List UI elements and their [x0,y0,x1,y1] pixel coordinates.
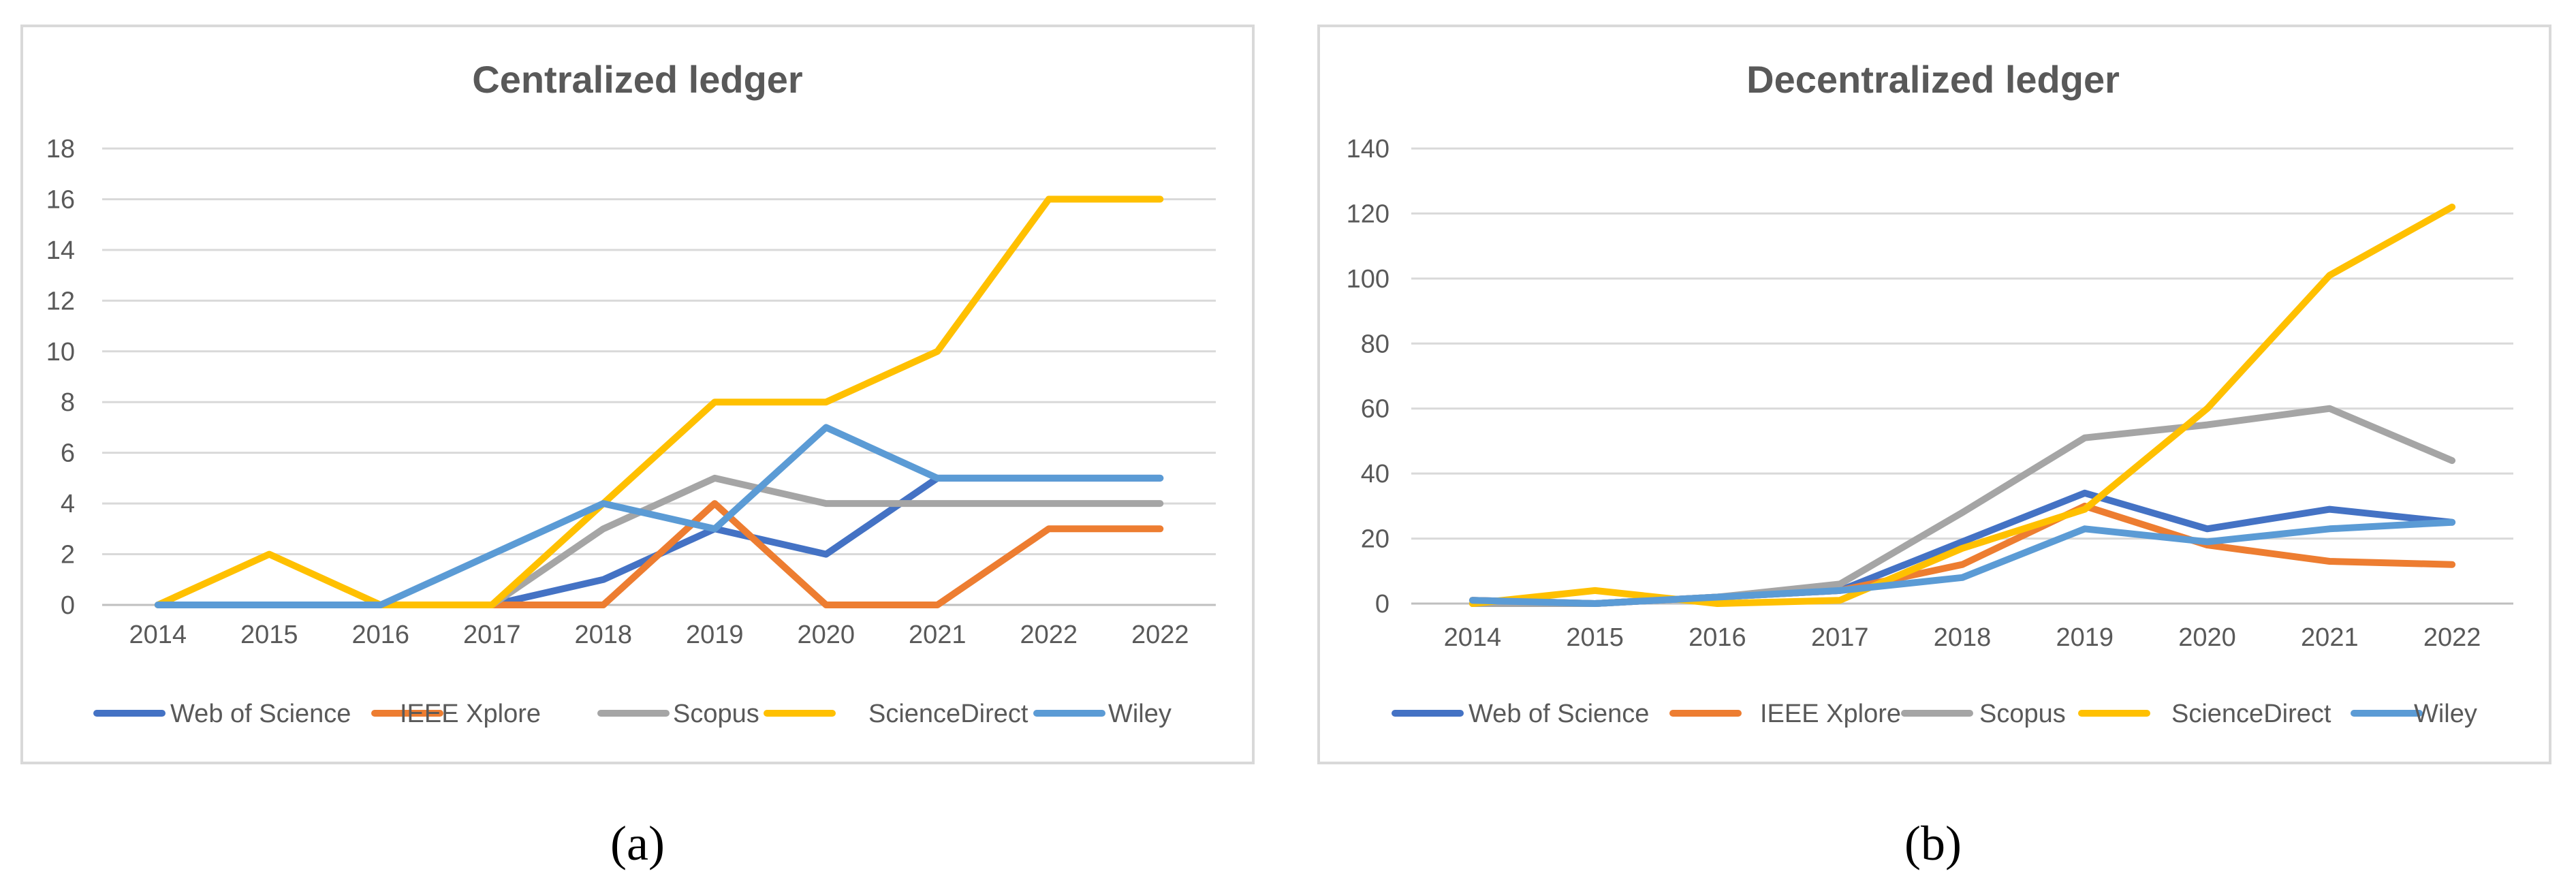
x-tick-label: 2017 [1811,623,1869,652]
y-tick-label: 80 [1361,330,1389,358]
x-axis-ticks: 2014 2015 2016 2017 2018 2019 2020 2021 2022 [1444,623,2481,652]
x-tick-label: 2022 [1131,621,1189,649]
x-tick-label: 2017 [463,621,521,649]
x-tick-label: 2020 [2178,623,2236,652]
y-tick-label: 60 [1361,395,1389,424]
y-tick-label: 100 [1347,265,1389,294]
legend-label: Wiley [2414,700,2477,728]
y-tick-label: 4 [61,490,75,518]
x-tick-label: 2018 [574,621,632,649]
legend-item-ieee-xplore: IEEE Xplore [375,700,541,728]
chart-title: Decentralized ledger [1746,58,2120,101]
y-tick-label: 20 [1361,525,1389,554]
legend-label: Wiley [1108,700,1172,728]
x-tick-label: 2019 [686,621,744,649]
y-tick-label: 0 [61,591,75,620]
y-tick-label: 0 [1375,590,1389,619]
y-tick-label: 140 [1347,135,1389,163]
x-tick-label: 2014 [129,621,187,649]
y-tick-label: 40 [1361,460,1389,488]
x-tick-label: 2015 [1566,623,1624,652]
x-tick-label: 2015 [240,621,298,649]
legend-label: IEEE Xplore [400,700,541,728]
y-tick-label: 2 [61,541,75,570]
panel-caption: (b) [1904,816,1962,871]
y-tick-label: 16 [46,185,75,214]
chart-title: Centralized ledger [472,58,802,101]
chart-frame [22,26,1253,763]
y-tick-label: 6 [61,439,75,468]
y-tick-label: 120 [1347,200,1389,228]
x-tick-label: 2018 [1934,623,1992,652]
legend-label: ScienceDirect [868,700,1028,728]
legend-label: Scopus [1979,700,2066,728]
x-tick-label: 2020 [797,621,855,649]
legend-label: IEEE Xplore [1760,700,1901,728]
y-tick-label: 10 [46,338,75,366]
x-tick-label: 2019 [2056,623,2114,652]
chart-centralized-ledger: Centralized ledger 0 2 4 6 8 10 12 14 16 18 2014 2… [22,26,1253,871]
panel-caption: (a) [610,816,665,871]
legend-label: Scopus [673,700,759,728]
x-tick-label: 2021 [2301,623,2359,652]
legend-label: Web of Science [1468,700,1649,728]
x-tick-label: 2016 [1688,623,1746,652]
y-tick-label: 14 [46,236,75,265]
legend-label: Web of Science [170,700,351,728]
x-tick-label: 2014 [1444,623,1502,652]
x-tick-label: 2022 [1020,621,1078,649]
y-tick-label: 18 [46,135,75,163]
y-tick-label: 8 [61,388,75,417]
chart-frame [1319,26,2550,763]
y-tick-label: 12 [46,287,75,315]
x-tick-label: 2021 [909,621,967,649]
chart-decentralized-ledger: Decentralized ledger 020406080100120140 … [1319,26,2550,871]
legend-label: ScienceDirect [2171,700,2331,728]
x-tick-label: 2022 [2423,623,2481,652]
x-tick-label: 2016 [351,621,409,649]
